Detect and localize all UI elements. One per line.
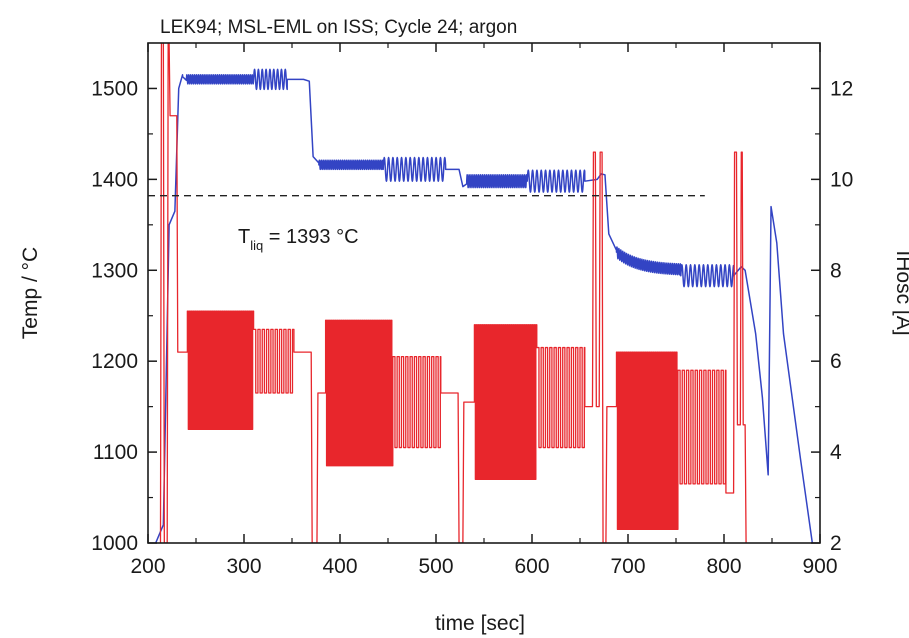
liquidus-annotation: Tliq = 1393 °C xyxy=(238,226,359,253)
y-tick-label: 1200 xyxy=(91,350,138,373)
y-tick-label: 1000 xyxy=(91,532,138,555)
chart-title: LEK94; MSL-EML on ISS; Cycle 24; argon xyxy=(160,17,517,38)
y2-tick-label: 2 xyxy=(830,532,842,555)
y2-tick-label: 10 xyxy=(830,168,853,191)
temperature-series xyxy=(154,68,814,543)
x-tick-label: 200 xyxy=(130,555,165,578)
y2-tick-label: 4 xyxy=(830,441,842,464)
y-tick-label: 1400 xyxy=(91,168,138,191)
x-tick-label: 500 xyxy=(418,555,453,578)
x-tick-label: 700 xyxy=(610,555,645,578)
x-tick-label: 900 xyxy=(802,555,837,578)
y2-axis-title: IHosc [A] xyxy=(892,250,909,335)
x-tick-label: 800 xyxy=(706,555,741,578)
heater-current-series xyxy=(159,43,747,543)
annotation-subscript: liq xyxy=(250,238,263,253)
y2-tick-label: 8 xyxy=(830,259,842,282)
y-tick-label: 1100 xyxy=(93,441,138,464)
x-axis-title: time [sec] xyxy=(435,612,525,635)
axis-ticks: 200 300 400 500 600 700 800 900 1000 1100 1200 1300… xyxy=(91,43,853,578)
annotation-main: T xyxy=(238,226,250,248)
annotation-tail: = 1393 °C xyxy=(263,226,358,248)
x-tick-label: 300 xyxy=(226,555,261,578)
y-tick-label: 1500 xyxy=(91,77,138,100)
x-tick-label: 600 xyxy=(514,555,549,578)
x-tick-label: 400 xyxy=(322,555,357,578)
y-axis-title: Temp / °C xyxy=(19,247,42,339)
plot-series xyxy=(154,43,814,543)
y2-tick-label: 12 xyxy=(830,77,853,100)
y-tick-label: 1300 xyxy=(91,259,138,282)
y2-tick-label: 6 xyxy=(830,350,842,373)
